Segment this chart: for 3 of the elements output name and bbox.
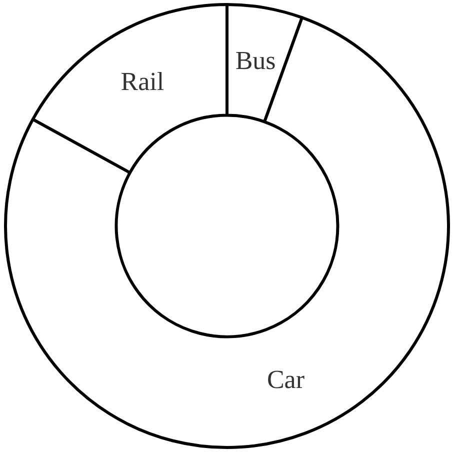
slice-label: Bus <box>235 46 276 76</box>
slice-label: Car <box>266 365 305 394</box>
slice-label: Rail <box>120 66 164 96</box>
